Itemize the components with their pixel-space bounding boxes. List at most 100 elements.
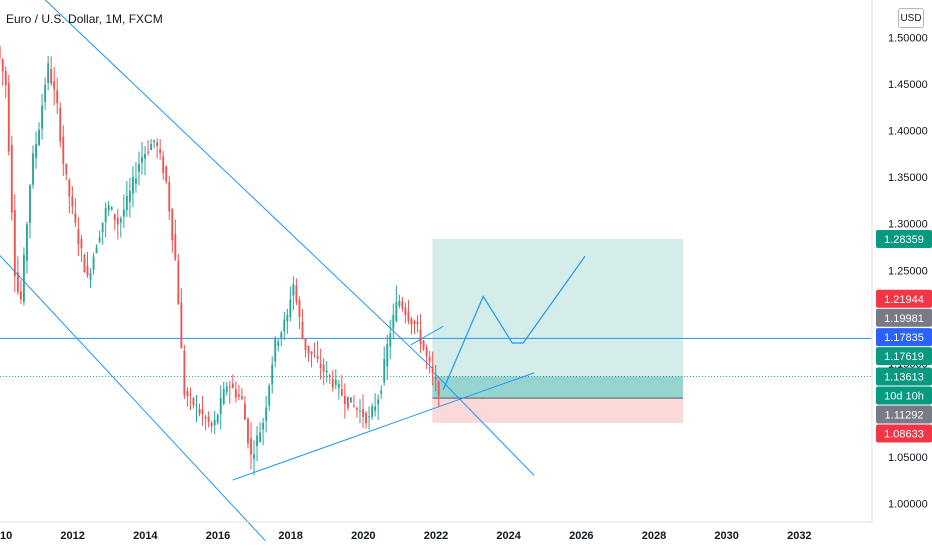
candle-up xyxy=(277,341,280,346)
candle-down xyxy=(313,355,316,357)
trendlines[interactable] xyxy=(0,0,872,541)
price-label-tag xyxy=(876,386,932,405)
candle-up xyxy=(98,237,101,242)
candle-down xyxy=(250,438,252,455)
candle-up xyxy=(359,410,361,412)
candle-down xyxy=(425,347,428,356)
candle-down xyxy=(192,398,195,406)
candle-down xyxy=(244,403,246,420)
price-label-tag xyxy=(876,230,932,249)
price-label-text: 10d 10h xyxy=(884,390,924,402)
currency-button[interactable]: USD xyxy=(898,8,924,28)
price-label-tag xyxy=(876,328,932,347)
candle-up xyxy=(144,153,146,159)
candle-up xyxy=(219,398,222,414)
candle-down xyxy=(210,423,213,427)
candle-down xyxy=(59,107,62,142)
candle-up xyxy=(92,256,95,270)
candle-up xyxy=(286,314,289,322)
price-label-tag xyxy=(876,347,932,366)
candle-down xyxy=(74,213,77,223)
price-labels: 1.28359 1.21944 1.19981 1.17835 1.17619 1.136… xyxy=(876,230,932,443)
candle-down xyxy=(340,389,343,396)
y-tick-label: 1.40000 xyxy=(888,126,928,138)
candle-down xyxy=(343,395,346,405)
price-label-text: 1.13613 xyxy=(884,371,924,383)
price-label-text: 1.21944 xyxy=(884,294,924,306)
candle-down xyxy=(62,136,65,164)
candle-down xyxy=(165,166,168,182)
candle-down xyxy=(174,234,177,260)
candle-up xyxy=(141,156,143,163)
price-label-text: 1.17835 xyxy=(884,332,924,344)
candle-down xyxy=(83,254,86,273)
price-label-tag xyxy=(876,367,932,386)
candle-down xyxy=(437,381,440,396)
candle-up xyxy=(271,364,274,385)
candle-up xyxy=(268,385,271,406)
price-label-text: 1.11292 xyxy=(885,409,924,421)
candle-down xyxy=(401,301,404,309)
candle-down xyxy=(50,69,53,84)
candle-down xyxy=(0,46,1,59)
candle-up xyxy=(38,129,40,145)
candle-down xyxy=(237,394,240,397)
candle-down xyxy=(1,59,4,72)
x-tick-label: 2014 xyxy=(133,530,158,542)
candle-down xyxy=(234,389,237,398)
candle-up xyxy=(101,222,104,233)
x-tick-label: 2030 xyxy=(714,530,738,542)
target-zone[interactable] xyxy=(432,239,684,399)
candle-up xyxy=(41,105,44,129)
candle-down xyxy=(416,322,419,325)
candle-up xyxy=(389,333,392,347)
candle-down xyxy=(10,145,13,213)
candle-down xyxy=(86,266,89,276)
candle-down xyxy=(56,90,59,104)
candle-up xyxy=(259,432,262,442)
x-tick-label: 2024 xyxy=(496,530,521,542)
candle-up xyxy=(138,164,140,173)
upper-channel-line[interactable] xyxy=(0,0,433,369)
price-label-text: 1.28359 xyxy=(884,234,924,246)
candle-up xyxy=(150,144,153,151)
candle-down xyxy=(171,209,174,241)
candle-up xyxy=(26,224,28,261)
candle-down xyxy=(407,311,410,322)
candle-down xyxy=(116,217,119,225)
candle-up xyxy=(386,344,389,367)
price-label-tag xyxy=(876,405,932,424)
candle-up xyxy=(274,337,277,362)
candle-down xyxy=(301,321,304,339)
candle-down xyxy=(16,272,19,292)
candle-down xyxy=(413,320,416,324)
price-label-text: 1.17619 xyxy=(884,351,924,363)
candle-up xyxy=(398,301,401,306)
open-profit-zone xyxy=(432,376,684,399)
candle-up xyxy=(89,273,92,280)
x-tick-label: 2016 xyxy=(206,530,230,542)
rising-support-line[interactable] xyxy=(232,372,535,481)
candle-down xyxy=(247,418,249,444)
candle-down xyxy=(431,366,434,374)
stop-zone[interactable] xyxy=(432,398,684,423)
projection-path[interactable] xyxy=(442,255,586,390)
candle-down xyxy=(331,378,334,388)
candle-down xyxy=(319,363,322,369)
candle-up xyxy=(22,254,25,302)
candle-down xyxy=(428,356,431,363)
candle-up xyxy=(371,406,374,417)
symbol-title: Euro / U.S. Dollar, 1M, FXCM xyxy=(6,12,163,26)
y-tick-label: 1.30000 xyxy=(888,219,928,231)
pivot-line-line[interactable] xyxy=(410,325,444,346)
candle-down xyxy=(189,393,192,395)
y-tick-label: 1.35000 xyxy=(888,172,928,184)
candle-up xyxy=(47,63,50,83)
time-axis[interactable]: 2010 2012 2014 2016 2018 2020 2022 2024 2026 2028… xyxy=(0,530,812,542)
candle-down xyxy=(207,416,210,422)
descending-extension-line[interactable] xyxy=(433,372,535,476)
lower-channel-line[interactable] xyxy=(0,252,266,541)
forecast-path[interactable] xyxy=(442,255,586,390)
